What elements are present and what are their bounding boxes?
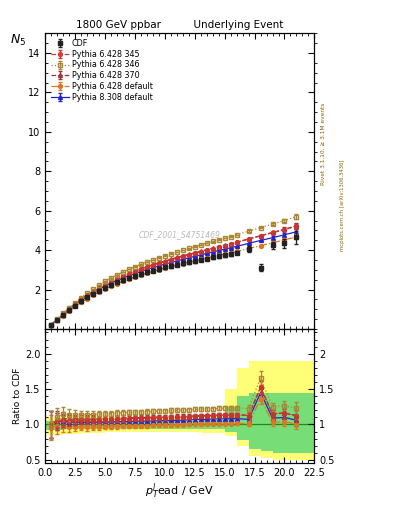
Title: 1800 GeV ppbar          Underlying Event: 1800 GeV ppbar Underlying Event [76, 20, 283, 30]
Y-axis label: $N_5$: $N_5$ [10, 33, 26, 48]
Y-axis label: Ratio to CDF: Ratio to CDF [13, 368, 22, 424]
Legend: CDF, Pythia 6.428 345, Pythia 6.428 346, Pythia 6.428 370, Pythia 6.428 default,: CDF, Pythia 6.428 345, Pythia 6.428 346,… [49, 37, 154, 103]
Text: Rivet 3.1.10, ≥ 3.1M events: Rivet 3.1.10, ≥ 3.1M events [320, 102, 325, 184]
X-axis label: $p_T^{l}$ead / GeV: $p_T^{l}$ead / GeV [145, 481, 214, 501]
Text: mcplots.cern.ch [arXiv:1306.3436]: mcplots.cern.ch [arXiv:1306.3436] [340, 159, 345, 250]
Text: CDF_2001_S4751469: CDF_2001_S4751469 [139, 230, 221, 239]
